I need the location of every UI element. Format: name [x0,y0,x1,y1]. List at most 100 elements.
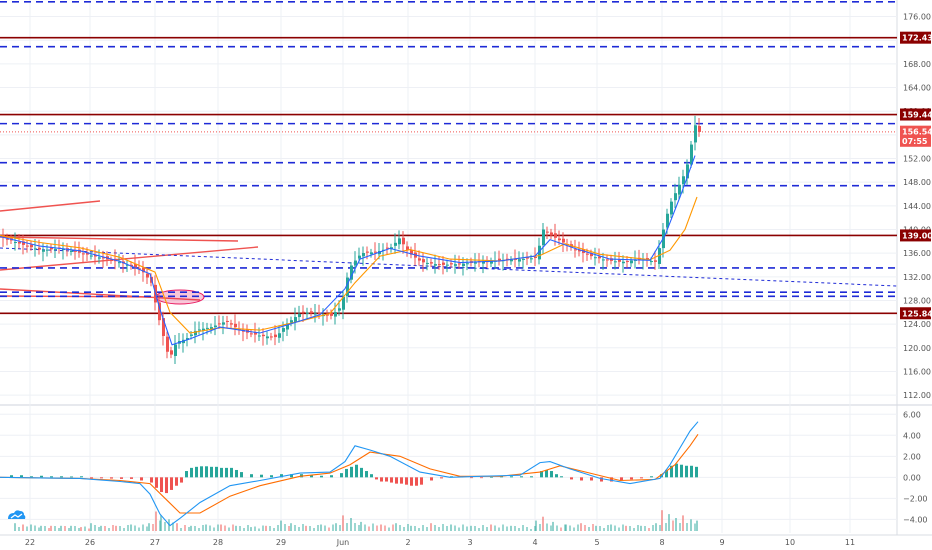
tradingview-cloud-icon[interactable] [8,510,26,519]
volume-bar [679,523,681,531]
candle-body [622,261,625,264]
price-badge-label: 156.54 [902,128,932,137]
candle-body [578,249,581,252]
volume-bar [14,523,16,531]
logo-mark [10,513,23,519]
candle-body [342,296,345,310]
candle-body [590,253,593,257]
candle-body [82,253,85,255]
macd-histogram-bar [120,477,123,479]
time-tick-label: 26 [85,538,95,547]
volume-bar [607,525,609,531]
candle-body [450,263,453,265]
macd-histogram-bar [550,471,553,478]
osc-tick-label: 4.00 [903,431,921,440]
time-tick-label: 28 [213,538,223,547]
time-tick-label: 22 [25,538,35,547]
macd-histogram-bar [680,464,683,478]
volume-bar [595,525,597,531]
volume-bar [88,528,90,531]
candle-body [14,241,17,243]
volume-bar [498,527,500,531]
volume-bar [160,515,162,531]
volume-bar [478,528,480,531]
volume-bar [313,528,315,531]
candle-body [666,213,669,228]
volume-bar [573,527,575,531]
volume-bar [661,510,663,531]
macd-histogram-bar [150,477,153,483]
trend-line [0,236,239,242]
candle-body [198,329,201,331]
volume-bar [430,523,432,531]
candle-body [514,258,517,260]
price-tick-label: 128.00 [903,296,931,305]
volume-bar [546,523,548,531]
price-badge-label: 159.44 [902,111,932,120]
volume-bar [184,525,186,531]
candle-body [358,255,361,259]
volume-bar [202,525,204,531]
macd-histogram-bar [235,469,238,478]
volume-bar [414,526,416,531]
candle-body [562,238,565,243]
volume-bar [224,525,226,531]
candle-body [374,251,377,253]
candle-body [74,250,77,252]
macd-histogram-bar [390,477,393,483]
macd-histogram-bar [355,464,358,478]
volume-bar [98,527,100,531]
candle-body [346,277,349,297]
volume-bar [277,525,279,531]
volume-bar [262,525,264,531]
volume-bar [446,526,448,531]
candle-body [694,125,697,143]
macd-histogram-bar [320,475,323,478]
price-tick-label: 120.00 [903,344,931,353]
candle-body [474,262,477,264]
price-badge [900,134,931,147]
macd-histogram-bar [580,477,583,481]
macd-histogram-bar [685,465,688,478]
trend-line [0,288,201,301]
macd-histogram-bar [690,465,693,478]
volume-bar [482,525,484,531]
candle-body [46,249,49,251]
volume-bar [18,527,20,531]
macd-histogram-bar [220,467,223,478]
volume-bar [539,524,541,531]
volume-bar [388,527,390,531]
volume-bar [130,524,132,531]
volume-bar [273,528,275,531]
osc-tick-label: 2.00 [903,452,921,461]
volume-bar [629,526,631,531]
time-tick-label: 9 [719,538,724,547]
volume-bar [665,523,667,531]
volume-bar [48,528,50,531]
volume-bar [535,520,537,531]
volume-bar [228,527,230,531]
candle-body [34,248,37,250]
volume-bar [450,524,452,531]
macd-histogram-bar [410,477,413,486]
macd-histogram-bar [200,466,203,478]
price-tick-label: 148.00 [903,178,931,187]
candle-body [530,258,533,260]
volume-bar [622,524,624,531]
volume-bar [668,514,670,531]
candle-body [618,259,621,262]
macd-histogram-bar [555,474,558,478]
volume-bar [376,525,378,531]
volume-bar [123,528,125,531]
volume-bar [220,524,222,531]
candle-body [166,336,169,352]
volume-bar [565,524,567,531]
macd-line [0,421,699,527]
volume-bar [176,523,178,531]
candle-body [202,328,205,331]
candle-body [110,260,113,262]
macd-histogram-bar [180,477,183,483]
